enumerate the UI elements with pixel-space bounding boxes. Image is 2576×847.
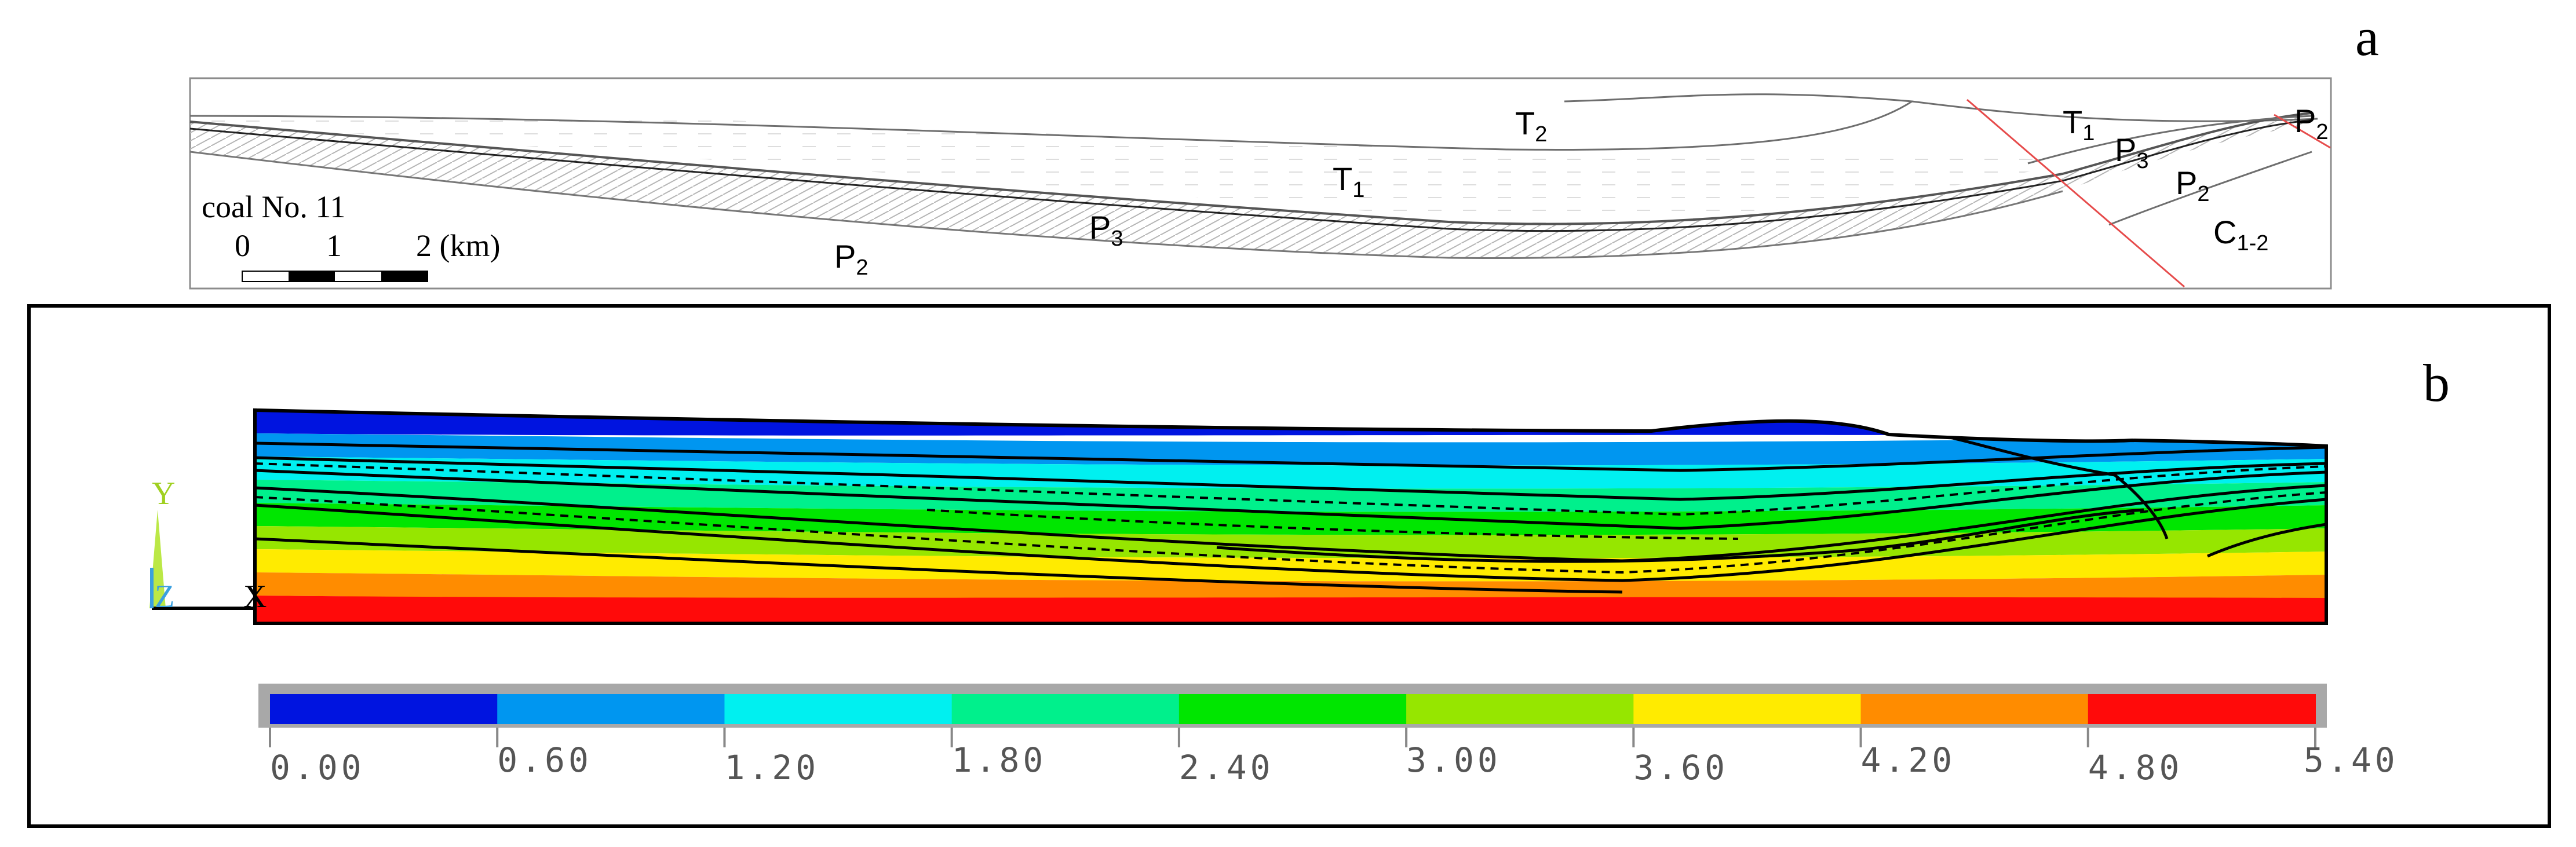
colorbar-segment-5 <box>1178 694 1407 724</box>
stratum-label-p2-right: P2 <box>2176 165 2210 206</box>
colorbar-label: 1.80 <box>952 740 1047 780</box>
contour-band-7 <box>255 549 2326 582</box>
stratum-label-p2-left: P2 <box>834 238 869 280</box>
stratum-p3-band <box>190 113 2312 258</box>
colorbar-segment-1 <box>270 694 498 724</box>
stratum-label-p3: P3 <box>1089 209 1123 251</box>
axis-y-label: Y <box>152 476 175 512</box>
axis-z-label: Z <box>155 579 174 615</box>
fault-line-main <box>1966 98 2185 288</box>
scale-bar <box>242 271 428 282</box>
stratum-label-p2-far: P2 <box>2294 103 2329 144</box>
coal-seam-label: coal No. 11 <box>202 189 345 224</box>
model-outline <box>253 408 2328 625</box>
contour-model <box>255 410 2326 623</box>
contour-band-4 <box>255 480 2326 512</box>
boundary-coal-11 <box>189 119 2312 232</box>
stratum-t1-fill <box>190 111 2074 224</box>
colorbar-label: 0.00 <box>270 748 365 787</box>
colorbar-segment-8 <box>1860 694 2089 724</box>
coordinate-triad: Y Z X <box>149 476 267 615</box>
scale-tick-2: 2 (km) <box>416 228 500 263</box>
fault-line-minor <box>2274 114 2331 149</box>
contour-band-8 <box>255 572 2326 605</box>
contour-band-2 <box>255 433 2326 466</box>
scale-tick-1: 1 <box>326 228 342 263</box>
colorbar-segment-9 <box>2088 694 2316 724</box>
colorbar-label: 3.60 <box>1633 748 1728 787</box>
boundary-p3-base <box>189 151 2063 260</box>
boundary-surface <box>1564 93 2318 122</box>
colorbar-label: 5.40 <box>2304 740 2399 780</box>
stratum-boundaries-dashed <box>255 462 2326 574</box>
stratum-label-t2: T2 <box>1515 105 1547 147</box>
colorbar-segment-6 <box>1406 694 1634 724</box>
colorbar-segment-4 <box>951 694 1180 724</box>
panel-a-letter: a <box>2355 8 2379 67</box>
colorbar-label: 1.20 <box>724 748 819 787</box>
colorbar-segment-7 <box>1633 694 1862 724</box>
boundary-p3-top <box>189 112 2312 225</box>
colorbar-label: 4.80 <box>2088 748 2183 787</box>
boundary-right-wedge <box>2027 115 2312 226</box>
stratum-label-c12: C1-2 <box>2213 214 2268 255</box>
contour-band-3 <box>255 457 2326 489</box>
colorbar-segment-3 <box>724 694 953 724</box>
colorbar-label: 4.20 <box>1861 740 1956 780</box>
stratum-label-t1-right: T1 <box>2063 104 2095 145</box>
contour-band-5 <box>255 503 2326 535</box>
stratum-label-t1: T1 <box>1333 160 1364 202</box>
panel-a-cross-section: T2 T1 P3 P2 T1 P3 P2 P2 C1-2 coal No. 11… <box>189 8 2379 290</box>
colorbar-label: 2.40 <box>1179 748 1274 787</box>
boundary-t2-base <box>189 100 1913 151</box>
colorbar-label: 0.60 <box>497 740 592 780</box>
contour-band-6 <box>255 526 2326 558</box>
panel-b-contour: b <box>27 304 2551 828</box>
colorbar: 0.00 0.60 1.20 1.80 2.40 3.00 3.60 4.20 4.80 5.40 <box>258 684 2399 787</box>
stratum-boundaries <box>255 430 2326 594</box>
colorbar-label: 3.00 <box>1406 740 1501 780</box>
axis-x-label: X <box>243 579 267 615</box>
scale-tick-0: 0 <box>235 228 250 263</box>
stratum-label-p3-right: P3 <box>2115 132 2149 173</box>
colorbar-segment-2 <box>497 694 725 724</box>
panel-b-letter: b <box>2423 353 2450 412</box>
